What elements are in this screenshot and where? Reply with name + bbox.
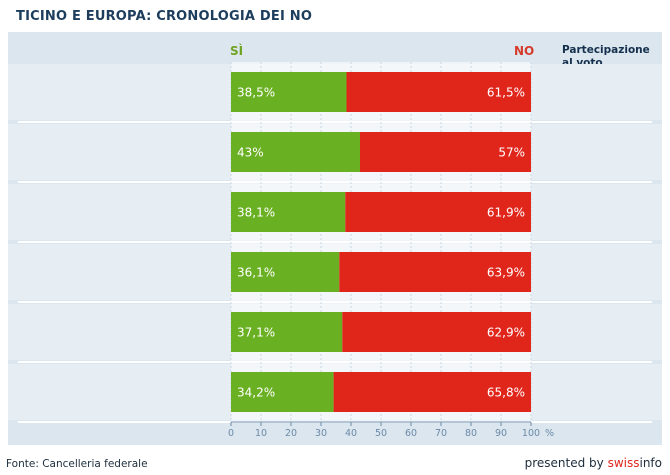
bar-no-label: 61,9% <box>487 206 525 220</box>
brand-info: info <box>639 456 662 470</box>
x-tick-label: 80 <box>465 428 477 439</box>
header-no: NO <box>514 44 535 58</box>
bar-yes-label: 43% <box>237 146 264 160</box>
bar-no-label: 63,9% <box>487 266 525 280</box>
x-tick-label: 30 <box>315 428 327 439</box>
bar-yes <box>231 192 346 232</box>
chart-title: TICINO E EUROPA: CRONOLOGIA DEI NO <box>16 9 313 24</box>
presented-by: presented by swissinfo <box>525 456 662 470</box>
bar-yes <box>231 252 340 292</box>
x-tick-label: 20 <box>285 428 297 439</box>
bar-no-label: 62,9% <box>487 326 525 340</box>
x-unit-label: % <box>545 428 554 439</box>
bar-yes-label: 38,5% <box>237 86 275 100</box>
brand-swiss: swiss <box>607 456 640 470</box>
bar-yes <box>231 372 334 412</box>
title-bar: TICINO E EUROPA: CRONOLOGIA DEI NO <box>0 0 670 32</box>
x-tick-label: 50 <box>375 428 387 439</box>
x-tick-label: 90 <box>495 428 507 439</box>
bar-no <box>333 372 531 412</box>
bar-yes <box>231 132 360 172</box>
bar-no <box>360 132 531 172</box>
header-yes: SÌ <box>230 44 244 58</box>
bar-yes-label: 36,1% <box>237 266 275 280</box>
bar-no-label: 65,8% <box>487 386 525 400</box>
bar-no-label: 57% <box>498 146 525 160</box>
presented-prefix: presented by <box>524 456 608 470</box>
x-tick-label: 10 <box>255 428 267 439</box>
bar-no-label: 61,5% <box>487 86 525 100</box>
x-tick-label: 60 <box>405 428 417 439</box>
x-tick-label: 40 <box>345 428 357 439</box>
bar-no <box>339 252 531 292</box>
bar-no <box>346 72 531 112</box>
bar-yes-label: 38,1% <box>237 206 275 220</box>
bar-no <box>342 312 531 352</box>
bar-no <box>345 192 531 232</box>
x-tick-label: 0 <box>228 428 234 439</box>
bar-yes <box>231 312 343 352</box>
source-note: Fonte: Cancelleria federale <box>6 458 148 470</box>
x-tick-label: 100 <box>522 428 540 439</box>
bar-yes <box>231 72 347 112</box>
bar-yes-label: 37,1% <box>237 326 275 340</box>
x-tick-label: 70 <box>435 428 447 439</box>
bar-yes-label: 34,2% <box>237 386 275 400</box>
